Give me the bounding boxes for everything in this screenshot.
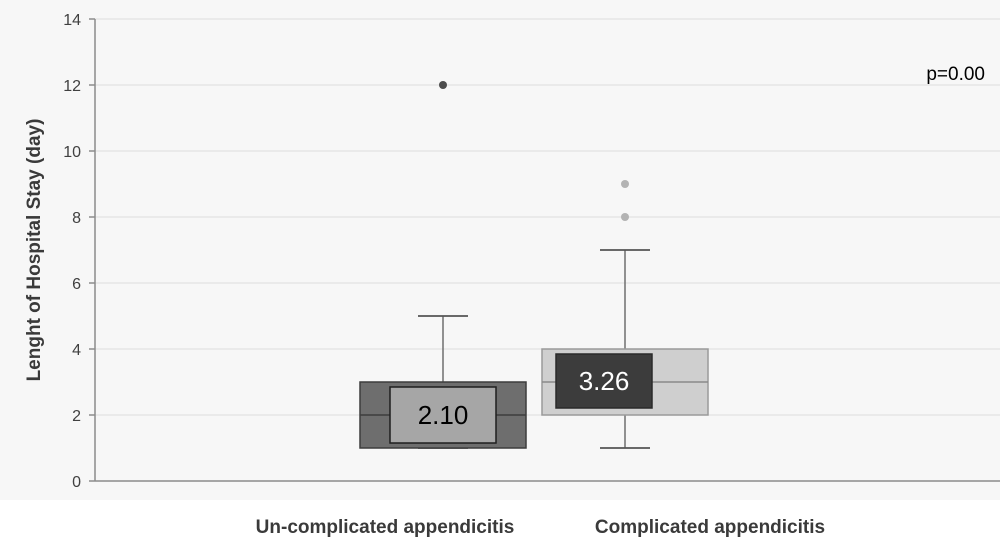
- mean-label: 3.26: [579, 366, 630, 396]
- p-value-annotation: p=0.00: [926, 64, 985, 85]
- x-category-label: Un-complicated appendicitis: [256, 517, 515, 538]
- outlier-point: [439, 81, 447, 89]
- mean-label: 2.10: [418, 400, 469, 430]
- x-category-label: Complicated appendicitis: [595, 517, 825, 538]
- box-group: 2.10: [359, 81, 527, 449]
- y-tick-label: 10: [63, 144, 81, 161]
- y-tick-label: 4: [72, 342, 81, 359]
- y-tick-label: 6: [72, 276, 81, 293]
- box-group: 3.26: [541, 180, 709, 449]
- mean-label-box: [389, 386, 497, 444]
- y-tick-label: 2: [72, 408, 81, 425]
- outlier-point: [621, 180, 629, 188]
- mean-label-box: [555, 353, 653, 409]
- grid: [95, 18, 1000, 416]
- y-tick-label: 14: [63, 12, 81, 29]
- y-tick-label: 8: [72, 210, 81, 227]
- outlier-point: [621, 213, 629, 221]
- y-tick-label: 12: [63, 78, 81, 95]
- axes: 0 2 4 6 8 10 12 14 Un-complicated appendicitis Co…: [63, 12, 1000, 538]
- y-tick-label: 0: [72, 474, 81, 491]
- boxes: 2.10 3.26: [359, 81, 709, 449]
- y-axis-title: Lenght of Hospital Stay (day): [24, 119, 45, 382]
